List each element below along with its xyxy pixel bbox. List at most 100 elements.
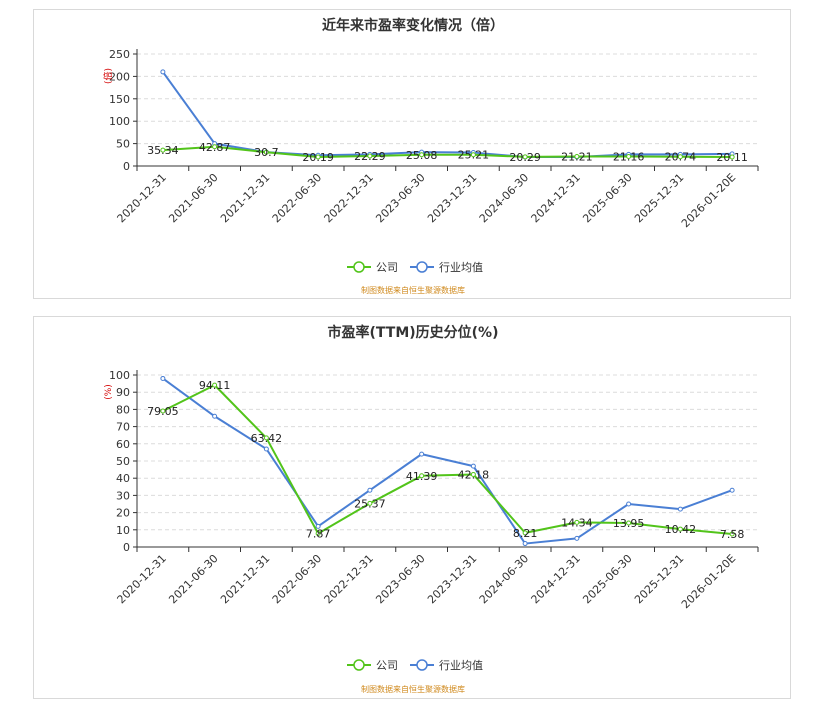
data-label: 14.34 (561, 516, 593, 529)
data-point[interactable] (522, 530, 528, 536)
data-label: 21.16 (613, 151, 645, 164)
y-axis-unit-label: (倍) (102, 68, 114, 84)
data-point[interactable] (677, 154, 683, 160)
data-point[interactable] (367, 500, 373, 506)
data-point[interactable] (212, 382, 218, 388)
y-tick-label: 90 (116, 386, 130, 399)
y-tick-label: 70 (116, 421, 130, 434)
x-tick-label: 2022-12-31 (322, 171, 376, 225)
data-label: 25.21 (458, 149, 490, 162)
data-point[interactable] (626, 520, 632, 526)
chart-title: 市盈率(TTM)历史分位(%) (328, 324, 499, 341)
pe-percentile-chart: 市盈率(TTM)历史分位(%) 0 10 20 30 40 50 60 70 80 90 100 (%)… (104, 324, 759, 694)
data-point[interactable] (263, 446, 269, 452)
x-tick-label: 2025-12-31 (632, 171, 686, 225)
data-point[interactable] (522, 541, 528, 547)
data-label: 8.21 (513, 527, 538, 540)
legend-label[interactable]: 公司 (376, 261, 398, 274)
data-point[interactable] (419, 451, 425, 457)
y-tick-label: 0 (123, 541, 130, 554)
data-label: 42.18 (458, 468, 490, 481)
data-label: 30.7 (254, 146, 279, 159)
data-label: 21.21 (561, 150, 593, 163)
data-point[interactable] (212, 413, 218, 419)
series-line-industry-avg (162, 377, 733, 545)
legend-swatch-marker[interactable] (416, 261, 428, 273)
data-label: 20.74 (665, 151, 697, 164)
y-tick-label: 50 (116, 455, 130, 468)
data-label: 10.42 (665, 523, 697, 536)
x-tick-label: 2025-12-31 (632, 552, 686, 606)
data-label: 20.11 (716, 151, 748, 164)
legend-label[interactable]: 公司 (376, 659, 398, 672)
data-point[interactable] (212, 144, 218, 150)
data-point[interactable] (263, 149, 269, 155)
data-point[interactable] (367, 153, 373, 159)
x-tick-label: 2022-06-30 (270, 171, 324, 225)
pe-ratio-chart: 近年来市盈率变化情况（倍） 0 50 100 150 200 250 (倍) 2020-12-3… (102, 17, 759, 295)
data-point[interactable] (419, 473, 425, 479)
data-point[interactable] (315, 154, 321, 160)
data-point[interactable] (315, 523, 321, 529)
data-point[interactable] (729, 487, 735, 493)
data-point[interactable] (263, 435, 269, 441)
legend-swatch-marker[interactable] (353, 659, 365, 671)
x-tick-label: 2022-06-30 (270, 552, 324, 606)
series-line-company (162, 145, 733, 158)
data-point[interactable] (419, 152, 425, 158)
data-source-note: 制图数据来自恒生聚源数据库 (361, 285, 465, 295)
data-point[interactable] (470, 471, 476, 477)
x-tick-label: 2023-12-31 (425, 552, 479, 606)
data-source-note: 制图数据来自恒生聚源数据库 (361, 684, 465, 694)
x-tick-label: 2024-12-31 (529, 552, 583, 606)
data-point[interactable] (677, 526, 683, 532)
x-tick-label: 2022-12-31 (322, 552, 376, 606)
y-tick-label: 200 (109, 70, 130, 83)
data-label: 25.37 (354, 497, 386, 510)
data-point[interactable] (160, 375, 166, 381)
y-tick-label: 150 (109, 93, 130, 106)
data-label: 20.29 (509, 151, 541, 164)
y-tick-label: 40 (116, 472, 130, 485)
x-tick-label: 2026-01-20E (679, 552, 738, 611)
x-tick-label: 2024-06-30 (477, 171, 531, 225)
data-label: 7.87 (306, 527, 331, 540)
data-point[interactable] (626, 154, 632, 160)
data-label: 20.19 (302, 151, 334, 164)
data-point[interactable] (315, 530, 321, 536)
data-point[interactable] (574, 535, 580, 541)
x-tick-label: 2023-06-30 (373, 552, 427, 606)
data-point[interactable] (160, 147, 166, 153)
x-tick-label: 2023-12-31 (425, 171, 479, 225)
data-label: 22.29 (354, 150, 386, 163)
data-point[interactable] (160, 408, 166, 414)
data-point[interactable] (160, 69, 166, 75)
data-point[interactable] (677, 506, 683, 512)
data-point[interactable] (729, 531, 735, 537)
x-tick-label: 2025-06-30 (580, 552, 634, 606)
legend-label[interactable]: 行业均值 (439, 261, 483, 274)
data-label: 63.42 (251, 432, 283, 445)
data-point[interactable] (574, 153, 580, 159)
x-tick-label: 2024-06-30 (477, 552, 531, 606)
pe-percentile-chart-panel: 市盈率(TTM)历史分位(%) 0 10 20 30 40 50 60 70 80 90 100 (%)… (33, 316, 791, 699)
data-label: 7.58 (720, 528, 745, 541)
data-point[interactable] (367, 487, 373, 493)
data-point[interactable] (470, 152, 476, 158)
series-line-company (162, 384, 733, 535)
data-point[interactable] (626, 501, 632, 507)
data-point[interactable] (574, 519, 580, 525)
y-tick-label: 250 (109, 48, 130, 61)
data-point[interactable] (729, 154, 735, 160)
x-tick-label: 2021-06-30 (166, 171, 220, 225)
data-point[interactable] (522, 154, 528, 160)
legend-swatch-marker[interactable] (416, 659, 428, 671)
data-label: 41.39 (406, 470, 438, 483)
data-label: 42.87 (199, 141, 231, 154)
x-tick-label: 2021-06-30 (166, 552, 220, 606)
data-point[interactable] (470, 463, 476, 469)
y-tick-label: 0 (123, 160, 130, 173)
legend-label[interactable]: 行业均值 (439, 659, 483, 672)
data-label: 25.08 (406, 149, 438, 162)
legend-swatch-marker[interactable] (353, 261, 365, 273)
